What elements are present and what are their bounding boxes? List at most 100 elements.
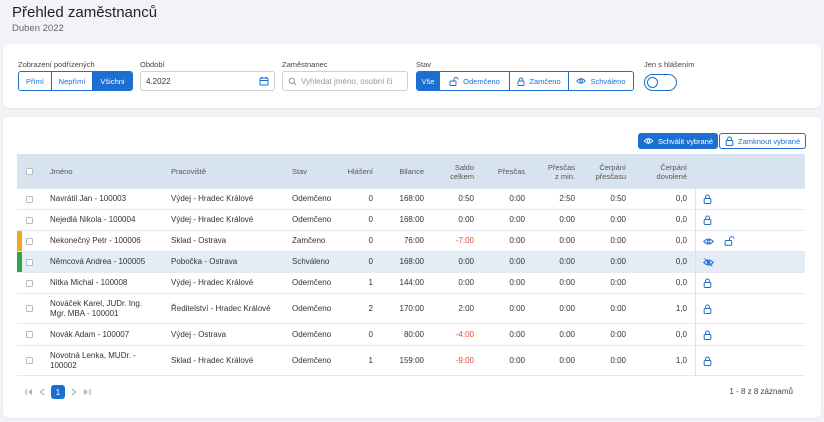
cell-vacation: 1,0 bbox=[675, 303, 687, 313]
status-label: Stav bbox=[416, 60, 432, 69]
cell-ot-prev: 0:00 bbox=[559, 278, 575, 288]
row-checkbox[interactable] bbox=[26, 346, 33, 375]
row-checkbox[interactable] bbox=[26, 210, 33, 230]
cell-status: Zamčeno bbox=[292, 236, 326, 246]
last-page-icon[interactable] bbox=[83, 388, 91, 396]
row-checkbox[interactable] bbox=[26, 294, 33, 323]
lock-icon[interactable] bbox=[703, 324, 712, 345]
cell-ot-prev: 0:00 bbox=[559, 215, 575, 225]
column-header-status[interactable]: Stav bbox=[292, 167, 308, 176]
report-only-label: Jen s hlášením bbox=[644, 60, 695, 69]
cell-vacation: 0,0 bbox=[675, 194, 687, 204]
column-header-workplace[interactable]: Pracoviště bbox=[171, 167, 207, 176]
table-row[interactable]: Nováček Karel, JUDr. Ing. Mgr. MBA - 100… bbox=[17, 294, 805, 324]
cell-workplace: Sklad - Ostrava bbox=[171, 236, 227, 246]
cell-workplace: Sklad - Hradec Králové bbox=[171, 355, 254, 365]
column-header-vacation[interactable]: Čerpání dovolené bbox=[649, 154, 687, 189]
table-row[interactable]: Nitka Michal - 100008 Výdej - Hradec Král… bbox=[17, 273, 805, 294]
cell-reports: 0 bbox=[368, 257, 373, 267]
row-checkbox[interactable] bbox=[26, 189, 33, 209]
actions-divider bbox=[695, 189, 696, 209]
eye-icon bbox=[643, 137, 654, 145]
status-option-unlocked[interactable]: Odemčeno bbox=[440, 72, 510, 90]
table-row[interactable]: Němcová Andrea - 100005 Pobočka - Ostrava… bbox=[17, 252, 805, 273]
column-header-saldo-line1: Saldo bbox=[454, 162, 474, 172]
lock-icon[interactable] bbox=[703, 273, 712, 293]
employee-search-input[interactable] bbox=[301, 76, 402, 86]
table-row[interactable]: Navrátil Jan - 100003 Výdej - Hradec Král… bbox=[17, 189, 805, 210]
table-row[interactable]: Novotná Lenka, MUDr. - 100002 Sklad - Hra… bbox=[17, 346, 805, 376]
lock-icon[interactable] bbox=[703, 346, 712, 375]
actions-divider bbox=[695, 346, 696, 375]
cell-ot-prev: 0:00 bbox=[559, 329, 575, 339]
cell-ot-used: 0:00 bbox=[610, 257, 626, 267]
cell-ot-used: 0:00 bbox=[610, 215, 626, 225]
cell-vacation: 0,0 bbox=[675, 257, 687, 267]
cell-balance: 168:00 bbox=[399, 194, 424, 204]
unlock-icon[interactable] bbox=[724, 231, 735, 251]
cell-vacation: 0,0 bbox=[675, 278, 687, 288]
row-checkbox[interactable] bbox=[26, 231, 33, 251]
cell-overtime: 0:00 bbox=[509, 303, 525, 313]
previous-page-icon[interactable] bbox=[39, 388, 45, 396]
column-header-overtime-used-line2: přesčasu bbox=[595, 171, 626, 181]
select-all-checkbox[interactable] bbox=[26, 154, 33, 189]
page-subtitle: Duben 2022 bbox=[12, 23, 64, 34]
cell-balance: 80:00 bbox=[403, 329, 424, 339]
cell-ot-used: 0:00 bbox=[610, 236, 626, 246]
column-header-balance[interactable]: Bilance bbox=[399, 167, 424, 176]
status-option-unlocked-label: Odemčeno bbox=[463, 76, 500, 86]
column-header-overtime-prev[interactable]: Přesčas z min. bbox=[545, 154, 575, 189]
row-checkbox[interactable] bbox=[26, 324, 33, 345]
cell-saldo: 0:50 bbox=[458, 194, 474, 204]
column-header-overtime-used-line1: Čerpání bbox=[599, 162, 626, 172]
cell-status: Odemčeno bbox=[292, 194, 332, 204]
status-option-locked[interactable]: Zamčeno bbox=[510, 72, 569, 90]
cell-name: Nejedlá Nikola - 100004 bbox=[50, 215, 136, 225]
lock-icon bbox=[725, 136, 734, 146]
lock-icon[interactable] bbox=[703, 294, 712, 323]
lock-icon[interactable] bbox=[703, 189, 712, 209]
lock-selected-button[interactable]: Zamknout vybrané bbox=[719, 133, 807, 149]
cell-overtime: 0:00 bbox=[509, 257, 525, 267]
first-page-icon[interactable] bbox=[25, 388, 33, 396]
eye-icon[interactable] bbox=[703, 231, 714, 251]
table-row[interactable]: Nejedlá Nikola - 100004 Výdej - Hradec Kr… bbox=[17, 210, 805, 231]
status-option-all[interactable]: Vše bbox=[417, 72, 440, 90]
approve-selected-button[interactable]: Schválit vybrané bbox=[638, 133, 719, 149]
period-picker[interactable]: 4.2022 bbox=[140, 71, 275, 91]
cell-reports: 1 bbox=[368, 355, 373, 365]
cell-workplace: Výdej - Hradec Králové bbox=[171, 215, 254, 225]
next-page-icon[interactable] bbox=[71, 388, 77, 396]
cell-ot-prev: 0:00 bbox=[559, 257, 575, 267]
lock-icon[interactable] bbox=[703, 210, 712, 230]
column-header-name[interactable]: Jméno bbox=[50, 167, 73, 176]
cell-reports: 1 bbox=[368, 278, 373, 288]
subordinates-option-direct[interactable]: Přímí bbox=[19, 72, 52, 90]
row-checkbox[interactable] bbox=[26, 273, 33, 293]
column-header-overtime-used[interactable]: Čerpání přesčasu bbox=[593, 154, 626, 189]
calendar-icon[interactable] bbox=[259, 76, 269, 86]
cell-reports: 0 bbox=[368, 194, 373, 204]
cell-reports: 0 bbox=[368, 215, 373, 225]
status-option-approved[interactable]: Schváleno bbox=[569, 72, 633, 90]
page-number-current[interactable]: 1 bbox=[51, 385, 65, 399]
cell-reports: 0 bbox=[368, 329, 373, 339]
row-checkbox[interactable] bbox=[26, 252, 33, 272]
report-only-toggle[interactable] bbox=[644, 74, 677, 91]
column-header-saldo[interactable]: Saldo celkem bbox=[444, 154, 474, 189]
column-header-overtime[interactable]: Přesčas bbox=[497, 167, 525, 176]
eye-off-icon[interactable] bbox=[703, 252, 714, 272]
cell-status: Schváleno bbox=[292, 257, 330, 267]
cell-workplace: Výdej - Hradec Králové bbox=[171, 194, 254, 204]
subordinates-option-indirect[interactable]: Nepřímí bbox=[52, 72, 93, 90]
actions-divider bbox=[695, 294, 696, 323]
toggle-knob bbox=[647, 76, 658, 88]
subordinates-option-all[interactable]: Všichni bbox=[93, 72, 132, 90]
table-row[interactable]: Novák Adam - 100007 Výdej - Ostrava Odemče… bbox=[17, 324, 805, 346]
table-row[interactable]: Nekonečný Petr - 100006 Sklad - Ostrava Za… bbox=[17, 231, 805, 252]
period-label: Období bbox=[140, 60, 165, 69]
cell-vacation: 0,0 bbox=[675, 215, 687, 225]
cell-ot-used: 0:00 bbox=[610, 355, 626, 365]
column-header-reports[interactable]: Hlášení bbox=[347, 167, 373, 176]
